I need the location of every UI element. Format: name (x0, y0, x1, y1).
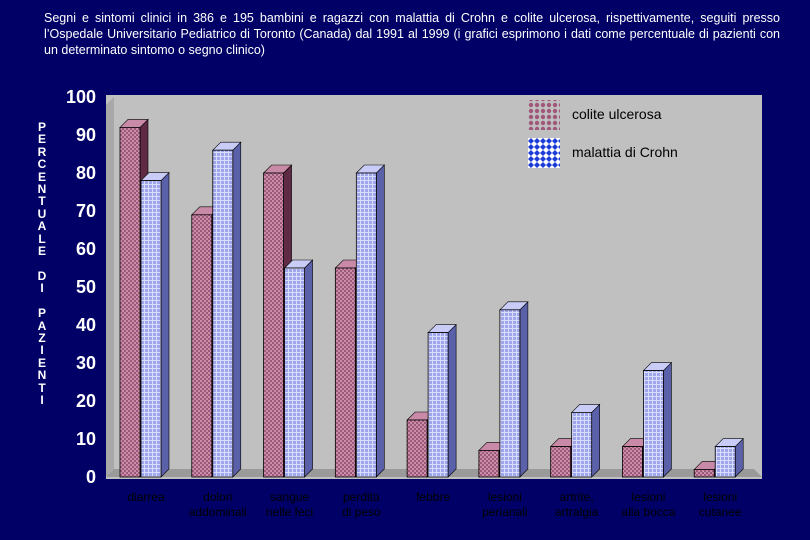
chart-title: Segni e sintomi clinici in 386 e 195 bam… (44, 11, 780, 57)
y-tick-label: 20 (76, 391, 96, 411)
bar-side-crohn (376, 164, 385, 478)
bar-colite (406, 419, 428, 478)
y-tick-label: 40 (76, 315, 96, 335)
y-tick-label: 50 (76, 277, 96, 297)
bar-colite (119, 127, 141, 478)
bar-crohn (643, 370, 664, 478)
bar-side-crohn (591, 403, 600, 478)
bar-side-crohn (663, 361, 672, 478)
bars-group (119, 118, 744, 478)
y-axis: 0 10 20 30 40 50 60 70 80 90 100 (66, 87, 96, 487)
y-tick-label: 0 (86, 467, 96, 487)
bar-colite (622, 446, 643, 478)
plot-side-wall (106, 97, 114, 477)
legend-swatch-crohn (528, 138, 560, 168)
legend-label: malattia di Crohn (572, 144, 678, 160)
y-tick-label: 90 (76, 125, 96, 145)
bar-colite (478, 449, 500, 478)
bar-side-crohn (304, 259, 313, 478)
y-tick-label: 60 (76, 239, 96, 259)
bar-crohn (140, 180, 162, 478)
legend-label: colite ulcerosa (572, 106, 662, 122)
y-tick-label: 100 (66, 87, 96, 107)
y-tick-label: 80 (76, 163, 96, 183)
y-tick-label: 30 (76, 353, 96, 373)
legend-swatch-colite (528, 100, 560, 130)
bar-side-crohn (232, 141, 242, 478)
bar-side-crohn (447, 323, 457, 478)
bar-colite (550, 446, 572, 478)
bar-colite (334, 267, 356, 478)
category-label: cutanee (699, 505, 742, 519)
bar-crohn (499, 309, 521, 478)
category-label: febbre (416, 490, 450, 504)
category-label: lesioni (703, 490, 737, 504)
bar-crohn (212, 149, 234, 478)
category-label: nelle feci (266, 505, 313, 519)
category-label: diarrea (127, 490, 165, 504)
legend: colite ulcerosa malattia di Crohn (528, 100, 678, 168)
bar-crohn (571, 411, 593, 478)
category-label: perianali (482, 505, 527, 519)
category-label: artrite, (560, 490, 594, 504)
category-label: alla bocca (621, 505, 675, 519)
category-label: addominali (189, 505, 247, 519)
bar-colite (693, 468, 715, 478)
bar-crohn (714, 446, 736, 478)
bar-colite (191, 214, 213, 478)
category-label: sangue (270, 490, 310, 504)
category-label: perdita (343, 490, 380, 504)
category-label: lesioni (631, 490, 665, 504)
bar-side-crohn (519, 301, 529, 478)
bar-crohn (427, 332, 449, 478)
category-label: artralgia (555, 505, 599, 519)
y-tick-label: 10 (76, 429, 96, 449)
y-tick-label: 70 (76, 201, 96, 221)
bar-side-crohn (160, 171, 170, 478)
category-label: lesioni (488, 490, 522, 504)
bar-crohn (284, 267, 305, 478)
bar-colite (263, 172, 284, 478)
bar-crohn (355, 172, 377, 478)
y-axis-label: P E R C E N T U A L E D I P A Z I E N T … (37, 120, 47, 407)
category-label: dolori (203, 490, 232, 504)
category-label: di peso (342, 505, 381, 519)
